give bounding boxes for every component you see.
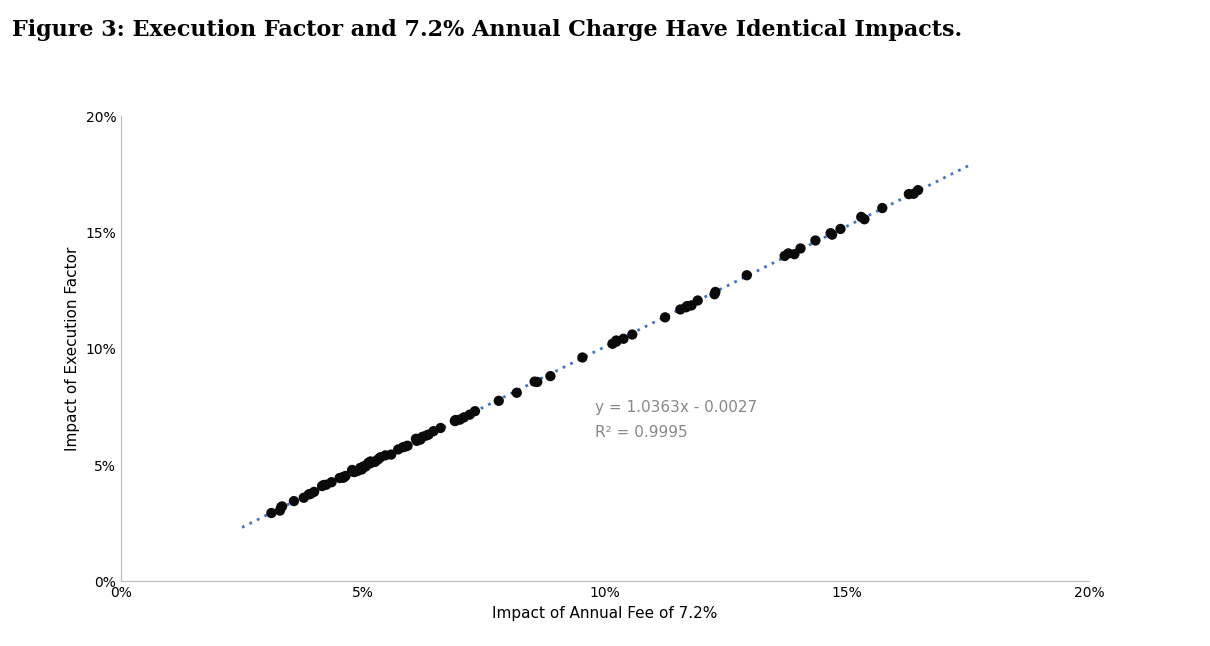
Point [460,410,479,420]
Point [688,295,708,306]
Point [676,302,696,313]
Point [351,463,370,474]
Point [678,301,697,311]
Point [820,228,840,238]
Point [623,329,643,340]
Point [606,335,626,346]
Point [361,458,380,468]
Point [388,444,408,455]
Point [381,450,401,460]
Point [322,477,341,487]
Point [525,377,544,387]
Point [572,352,592,362]
Point [284,496,304,506]
Point [393,442,413,452]
Point [351,463,370,473]
Point [407,433,426,444]
Point [445,415,465,426]
Point [356,461,375,472]
Point [424,426,443,436]
Point [670,304,690,315]
Point [445,415,465,425]
Y-axis label: Impact of Execution Factor: Impact of Execution Factor [65,247,80,451]
Point [333,472,352,483]
Text: Figure 3: Execution Factor and 7.2% Annual Charge Have Identical Impacts.: Figure 3: Execution Factor and 7.2% Annu… [12,19,962,41]
Point [347,466,367,476]
Point [450,415,469,425]
Point [603,339,622,349]
Point [774,251,794,261]
Point [330,473,350,483]
Point [705,287,725,297]
Point [375,450,394,461]
Point [466,406,485,416]
Point [342,464,362,475]
Point [831,224,851,234]
Point [431,423,450,433]
Point [854,214,874,224]
Point [785,249,805,259]
Point [369,454,388,464]
Point [301,489,321,499]
Point [358,458,378,468]
Point [454,412,473,422]
Point [416,430,436,441]
Point [541,371,560,381]
Point [345,467,364,477]
Point [334,472,353,483]
Point [823,229,842,240]
Point [507,388,526,398]
Point [806,235,825,245]
Point [398,441,417,451]
Point [305,486,324,497]
Point [705,289,725,299]
Point [681,300,701,311]
Point [613,333,633,344]
Point [872,203,892,213]
Point [261,508,281,518]
X-axis label: Impact of Annual Fee of 7.2%: Impact of Annual Fee of 7.2% [492,606,718,621]
Point [313,480,333,490]
Point [407,435,426,446]
Point [345,466,364,477]
Point [294,493,313,503]
Point [909,185,928,195]
Point [353,461,373,472]
Point [528,377,547,387]
Point [410,434,430,444]
Point [299,489,318,499]
Point [445,416,465,426]
Point [779,248,799,258]
Point [317,479,336,490]
Point [370,452,390,463]
Point [270,505,289,516]
Point [312,481,332,491]
Point [904,189,923,199]
Point [656,312,675,322]
Point [365,456,385,466]
Point [334,472,353,483]
Text: y = 1.0363x - 0.0027
R² = 0.9995: y = 1.0363x - 0.0027 R² = 0.9995 [595,400,757,440]
Point [419,430,438,440]
Point [852,212,871,222]
Point [272,501,292,512]
Point [342,466,362,477]
Point [336,471,356,481]
Point [413,432,432,442]
Point [606,337,626,347]
Point [899,189,918,199]
Point [352,464,371,475]
Point [737,270,756,280]
Point [271,502,290,512]
Point [365,457,385,467]
Point [791,244,811,254]
Point [361,456,380,466]
Point [396,441,415,452]
Point [489,395,508,406]
